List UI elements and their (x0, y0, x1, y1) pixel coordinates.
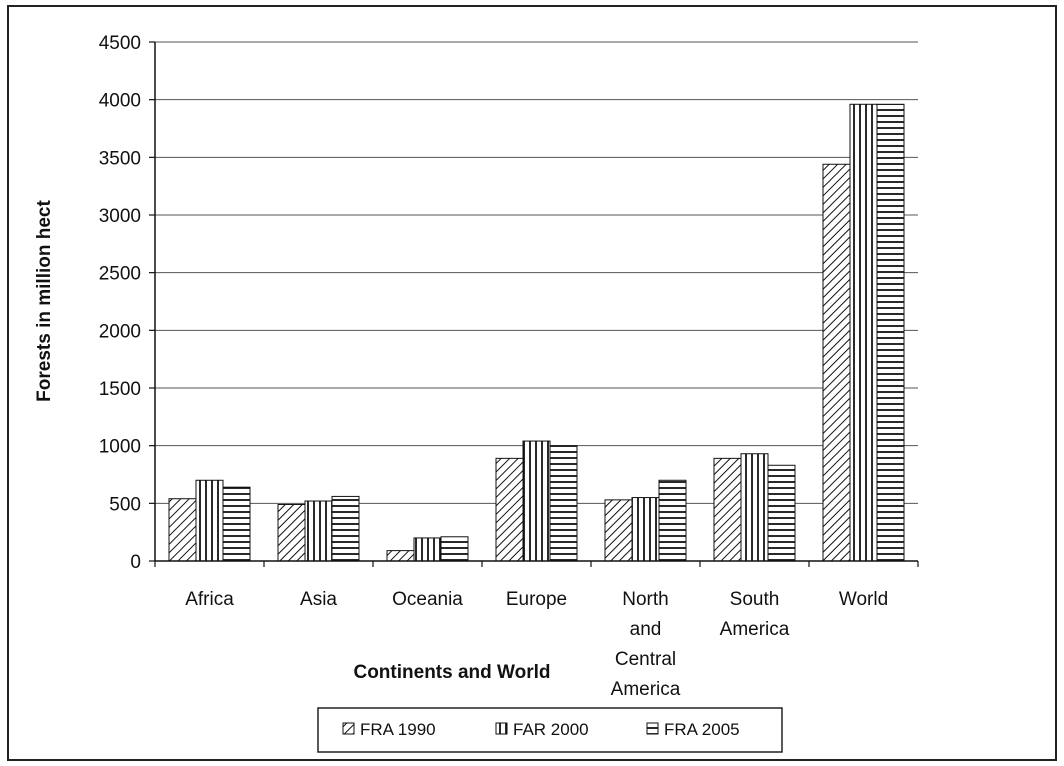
bar (304, 500, 333, 562)
legend-swatch (495, 722, 508, 735)
x-category-label: America (720, 619, 790, 640)
x-axis-label: Continents and World (353, 662, 550, 683)
y-tick-label: 4000 (99, 91, 141, 112)
x-category-label: Europe (506, 589, 567, 610)
y-tick-label: 1000 (99, 437, 141, 458)
bar (522, 440, 551, 562)
bar (195, 479, 224, 562)
y-tick-label: 2500 (99, 264, 141, 285)
y-tick-label: 4500 (99, 33, 141, 54)
bars (168, 103, 905, 562)
x-category-label: North (622, 589, 668, 610)
legend-swatch (646, 722, 659, 735)
y-tick-label: 500 (109, 494, 141, 515)
x-category-label: Asia (300, 589, 337, 610)
bar (740, 453, 769, 562)
y-tick-label: 0 (130, 552, 141, 573)
bar (168, 498, 197, 562)
bar (631, 497, 660, 562)
legend-label: FAR 2000 (513, 720, 589, 739)
bar (822, 163, 851, 562)
bar (440, 536, 469, 562)
y-tick-label: 1500 (99, 379, 141, 400)
y-tick-label: 3000 (99, 206, 141, 227)
x-category-labels: Africa Asia Oceania Europe North and Central Am… (185, 589, 888, 700)
x-category-label: and (630, 619, 662, 640)
bar (604, 499, 633, 562)
bar (549, 445, 578, 562)
bar (413, 537, 442, 562)
bar (386, 550, 415, 562)
x-category-label: Central (615, 649, 676, 670)
x-category-label: World (839, 589, 888, 610)
bar (767, 464, 796, 562)
y-axis-label: Forests in million hect (34, 200, 55, 402)
y-tick-label: 2000 (99, 321, 141, 342)
y-tick-label: 3500 (99, 148, 141, 169)
gridlines (149, 41, 918, 562)
bar (658, 479, 687, 562)
y-tick-labels: 0 500 1000 1500 2000 2500 3000 3500 4000 4500 (99, 33, 141, 573)
legend: FRA 1990 FAR 2000 FRA 2005 (317, 707, 783, 753)
bar (713, 457, 742, 562)
bar (849, 103, 878, 562)
legend-label: FRA 1990 (360, 720, 436, 739)
legend-label: FRA 2005 (664, 720, 740, 739)
x-category-label: Oceania (392, 589, 463, 610)
x-category-label: South (730, 589, 780, 610)
bar (222, 486, 251, 562)
x-category-label: America (611, 679, 681, 700)
bar (277, 503, 306, 562)
x-category-label: Africa (185, 589, 234, 610)
bar (495, 457, 524, 562)
bar (331, 495, 360, 562)
legend-box (317, 707, 783, 753)
axes (154, 42, 919, 567)
bar (876, 103, 905, 562)
legend-swatch (342, 722, 355, 735)
